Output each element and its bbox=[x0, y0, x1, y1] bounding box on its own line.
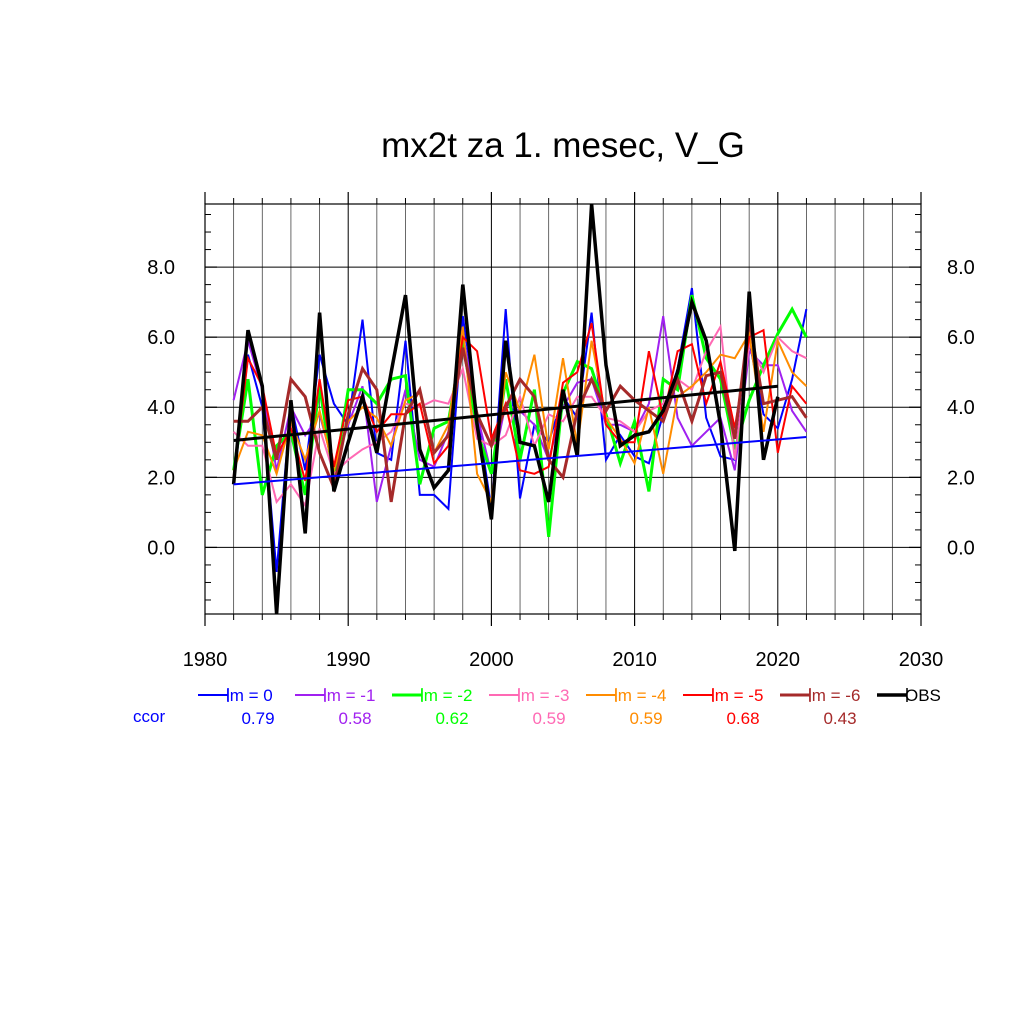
y-tick-label-left: 8.0 bbox=[147, 257, 175, 279]
x-tick-label: 2020 bbox=[756, 649, 801, 671]
legend-label-5: lm = -5 bbox=[711, 686, 763, 705]
axis-ticks: 1980 1990 2000 2010 2020 2030 0.0 0.0 2.0 2.0 4.0 4… bbox=[147, 192, 975, 671]
y-tick-label-left: 0.0 bbox=[147, 537, 175, 559]
y-tick-label-right: 0.0 bbox=[947, 537, 975, 559]
legend-label-3: lm = -3 bbox=[517, 686, 569, 705]
ccor-value-5: 0.68 bbox=[726, 709, 759, 728]
y-tick-label-left: 6.0 bbox=[147, 327, 175, 349]
plot-border bbox=[204, 203, 922, 615]
legend-label-1: lm = -1 bbox=[323, 686, 375, 705]
ccor-value-4: 0.59 bbox=[629, 709, 662, 728]
legend-label-0: lm = 0 bbox=[226, 686, 273, 705]
legend-label-7: OBS bbox=[905, 686, 941, 705]
x-tick-label: 2010 bbox=[612, 649, 657, 671]
x-tick-label: 2000 bbox=[469, 649, 514, 671]
x-tick-label: 1990 bbox=[326, 649, 371, 671]
trend-line-0 bbox=[233, 384, 778, 443]
ccor-value-2: 0.62 bbox=[435, 709, 468, 728]
legend-label-4: lm = -4 bbox=[614, 686, 666, 705]
chart-title: mx2t za 1. mesec, V_G bbox=[381, 126, 745, 165]
legend-label-6: lm = -6 bbox=[808, 686, 860, 705]
plot-frame bbox=[204, 203, 922, 615]
series-line-7 bbox=[231, 203, 780, 615]
ccor-value-1: 0.58 bbox=[338, 709, 371, 728]
y-tick-label-right: 8.0 bbox=[947, 257, 975, 279]
trend-line-1 bbox=[233, 436, 807, 486]
x-tick-label: 1980 bbox=[183, 649, 228, 671]
ccor-value-6: 0.43 bbox=[823, 709, 856, 728]
series-line-0 bbox=[232, 287, 808, 572]
legend-label-2: lm = -2 bbox=[420, 686, 472, 705]
y-tick-label-right: 2.0 bbox=[947, 467, 975, 489]
y-tick-label-left: 4.0 bbox=[147, 397, 175, 419]
ccor-value-3: 0.59 bbox=[532, 709, 565, 728]
y-tick-label-right: 6.0 bbox=[947, 327, 975, 349]
x-tick-label: 2030 bbox=[899, 649, 944, 671]
y-tick-label-left: 2.0 bbox=[147, 467, 175, 489]
y-tick-label-right: 4.0 bbox=[947, 397, 975, 419]
ccor-value-0: 0.79 bbox=[241, 709, 274, 728]
trend-lines bbox=[233, 384, 807, 486]
series-line-3 bbox=[232, 323, 807, 508]
ccor-label: ccor bbox=[133, 707, 165, 726]
legend: lm = 0 0.79 lm = -1 0.58 lm = -2 0.62 lm = -3 0… bbox=[133, 686, 941, 728]
